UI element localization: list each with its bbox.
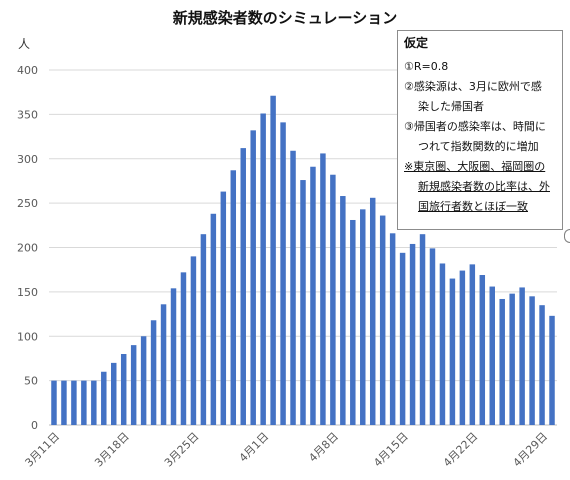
bar-4-12 [369,197,376,425]
bar-4-5 [300,180,306,425]
bar-4-29 [539,305,545,425]
bar-4-1 [260,113,266,426]
y-tick-label-300: 300 [17,153,38,166]
bar-4-17 [419,234,426,425]
assumption-box: 仮定 ①R=0.8 ②感染源は、3月に欧州で感 染した帰国者 ③帰国者の感染率は… [397,30,563,230]
bar-3-20 [140,336,147,425]
bar-3-26 [200,234,207,425]
bar-4-11 [360,209,366,425]
bar-3-11 [51,380,57,425]
y-tick-label-100: 100 [17,330,38,343]
assumption-note-3: 国旅行者数とほぼ一致 [418,200,528,213]
bar-4-10 [350,219,356,425]
bar-4-27 [519,287,525,425]
bar-4-18 [429,248,436,425]
bar-4-3 [280,122,286,426]
y-axis-unit: 人 [18,37,31,51]
bar-3-25 [190,256,197,425]
assumption-line-5: つれて指数関数的に増加 [418,140,539,153]
bar-4-26 [509,293,515,425]
bar-3-22 [160,304,167,425]
assumption-note-2: 新規感染者数の比率は、外 [418,180,550,193]
x-tick-label-3: 4月1日 [237,430,272,465]
bar-4-24 [489,286,495,425]
bar-3-21 [150,320,157,425]
x-tick-label-6: 4月22日 [441,430,481,470]
bar-4-16 [409,243,416,425]
y-tick-label-0: 0 [31,419,38,432]
chart-edge-handle [564,229,570,243]
bar-4-8 [330,174,336,425]
y-tick-label-400: 400 [17,64,38,77]
chart-title: 新規感染者数のシミュレーション [172,9,398,27]
x-tick-label-1: 3月18日 [92,430,132,470]
bar-4-15 [399,252,406,425]
bar-4-25 [499,298,505,425]
x-tick-label-7: 4月29日 [511,430,551,470]
bar-4-23 [479,275,486,425]
bar-3-12 [61,380,67,425]
x-tick-label-0: 3月11日 [23,430,63,470]
y-tick-label-50: 50 [24,375,38,388]
bar-4-6 [310,166,316,426]
bar-3-27 [210,213,217,425]
bar-4-13 [379,215,386,425]
x-tick-label-4: 4月8日 [306,430,341,465]
assumption-title: 仮定 [404,36,429,50]
bar-4-9 [340,196,346,425]
bar-3-23 [170,288,177,425]
bar-4-21 [459,270,466,425]
bar-4-7 [320,153,326,426]
assumption-line-4: ③帰国者の感染率は、時間に [404,120,546,133]
bar-4-22 [469,264,476,425]
bar-4-30 [549,315,555,425]
bar-3-28 [220,191,227,425]
bar-4-14 [389,233,396,425]
bar-3-29 [230,170,237,425]
bar-4-28 [529,296,535,425]
bar-4-19 [439,263,446,425]
bar-3-16 [101,371,107,425]
bar-3-30 [240,148,246,425]
assumption-line-2: ②感染源は、3月に欧州で感 [404,80,542,93]
assumption-note-1: ※東京圏、大阪圏、福岡圏の [404,160,546,173]
bar-4-2 [270,95,276,426]
bar-3-13 [71,380,77,425]
y-tick-label-350: 350 [17,108,38,121]
y-tick-label-200: 200 [17,242,38,255]
assumption-line-1: ①R=0.8 [404,60,449,73]
bar-4-20 [449,278,456,425]
bar-3-17 [111,362,117,425]
bar-3-18 [120,354,127,425]
bar-3-31 [250,130,256,425]
y-tick-label-250: 250 [17,197,38,210]
x-tick-label-2: 3月25日 [162,430,202,470]
bar-3-15 [91,380,97,425]
bar-4-4 [290,150,296,425]
bar-3-14 [81,380,87,425]
bar-3-24 [180,272,187,425]
bar-3-19 [130,345,137,425]
y-tick-label-150: 150 [17,286,38,299]
x-tick-label-5: 4月15日 [371,430,411,470]
assumption-line-3: 染した帰国者 [418,100,484,113]
